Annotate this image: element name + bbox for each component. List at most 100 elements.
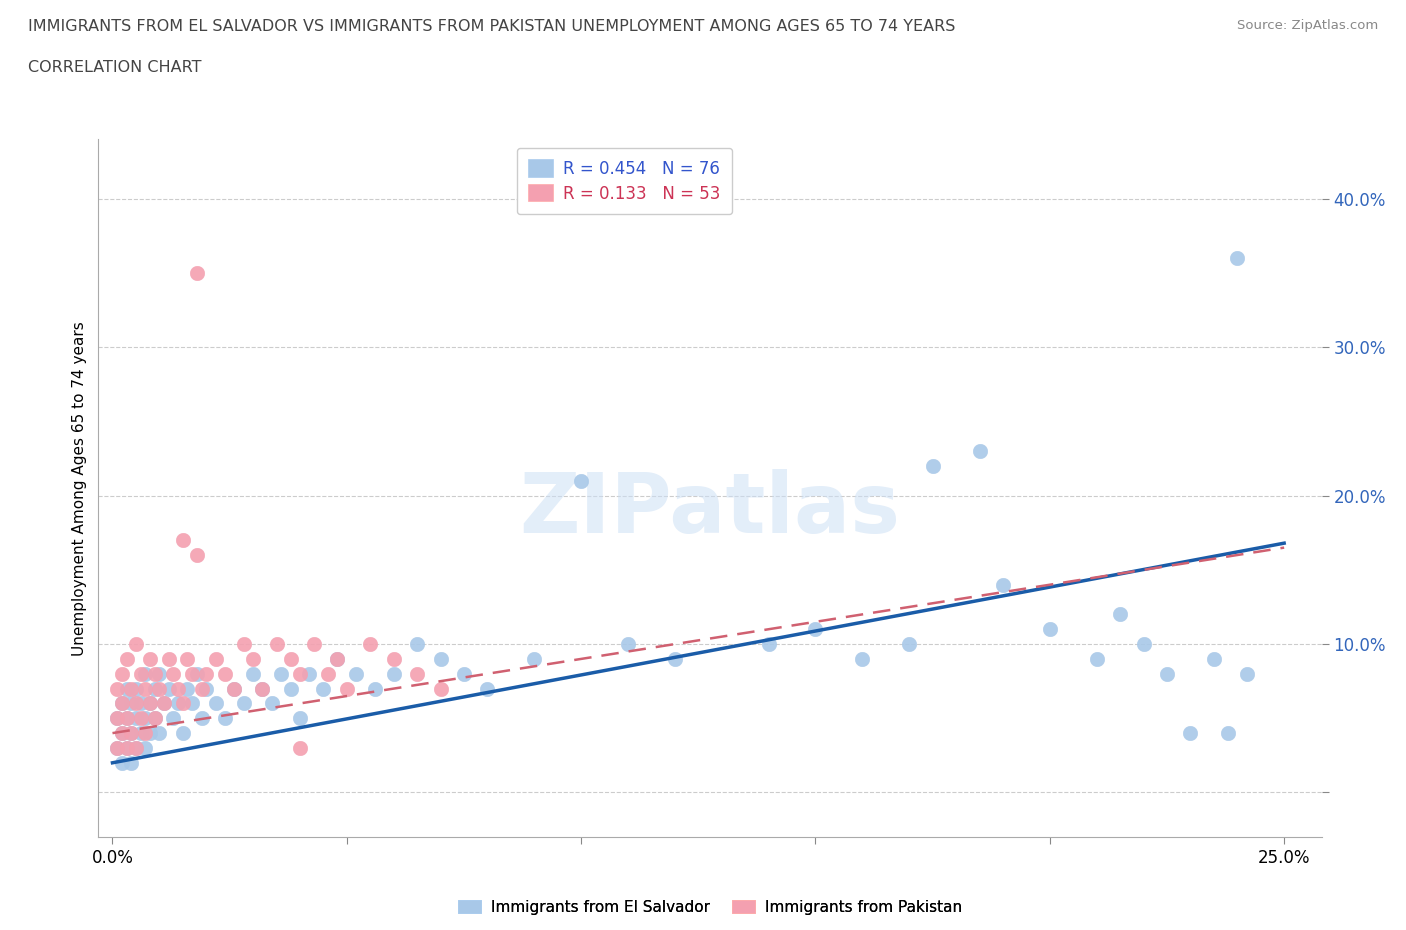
Point	[1180, 725, 1202, 740]
Point	[125, 711, 148, 725]
Point	[1236, 666, 1258, 681]
Point	[617, 637, 640, 652]
Point	[1202, 652, 1225, 667]
Point	[176, 681, 198, 696]
Point	[143, 666, 166, 681]
Point	[477, 681, 499, 696]
Point	[336, 681, 359, 696]
Point	[288, 740, 311, 755]
Point	[242, 652, 264, 667]
Point	[260, 696, 283, 711]
Point	[453, 666, 475, 681]
Point	[1039, 622, 1062, 637]
Point	[186, 266, 208, 281]
Point	[105, 740, 128, 755]
Point	[120, 725, 142, 740]
Point	[143, 711, 166, 725]
Point	[143, 711, 166, 725]
Point	[224, 681, 246, 696]
Point	[214, 666, 236, 681]
Point	[139, 696, 162, 711]
Point	[134, 725, 156, 740]
Point	[195, 681, 218, 696]
Point	[1216, 725, 1239, 740]
Point	[125, 637, 148, 652]
Y-axis label: Unemployment Among Ages 65 to 74 years: Unemployment Among Ages 65 to 74 years	[72, 321, 87, 656]
Point	[758, 637, 780, 652]
Point	[224, 681, 246, 696]
Point	[167, 696, 190, 711]
Point	[115, 740, 138, 755]
Point	[1132, 637, 1154, 652]
Point	[176, 652, 198, 667]
Point	[181, 666, 204, 681]
Point	[1109, 607, 1132, 622]
Point	[129, 666, 152, 681]
Point	[134, 666, 156, 681]
Point	[134, 740, 156, 755]
Point	[382, 652, 405, 667]
Point	[105, 711, 128, 725]
Point	[1085, 652, 1108, 667]
Point	[115, 711, 138, 725]
Point	[898, 637, 921, 652]
Point	[129, 696, 152, 711]
Point	[429, 652, 451, 667]
Point	[232, 696, 254, 711]
Point	[125, 681, 148, 696]
Point	[162, 711, 184, 725]
Point	[111, 725, 134, 740]
Point	[195, 666, 218, 681]
Text: Source: ZipAtlas.com: Source: ZipAtlas.com	[1237, 19, 1378, 32]
Point	[125, 740, 148, 755]
Point	[280, 652, 302, 667]
Point	[364, 681, 387, 696]
Text: CORRELATION CHART: CORRELATION CHART	[28, 60, 201, 75]
Point	[157, 652, 180, 667]
Point	[129, 711, 152, 725]
Point	[139, 652, 162, 667]
Point	[105, 681, 128, 696]
Point	[186, 548, 208, 563]
Point	[406, 666, 429, 681]
Point	[1156, 666, 1178, 681]
Point	[139, 725, 162, 740]
Point	[190, 681, 212, 696]
Point	[111, 696, 134, 711]
Point	[204, 652, 226, 667]
Point	[252, 681, 274, 696]
Point	[288, 666, 311, 681]
Point	[288, 711, 311, 725]
Point	[302, 637, 325, 652]
Point	[125, 696, 148, 711]
Point	[266, 637, 288, 652]
Point	[153, 696, 176, 711]
Point	[312, 681, 335, 696]
Point	[921, 458, 943, 473]
Point	[115, 740, 138, 755]
Point	[111, 666, 134, 681]
Point	[139, 696, 162, 711]
Point	[157, 681, 180, 696]
Text: ZIPatlas: ZIPatlas	[520, 469, 900, 550]
Point	[429, 681, 451, 696]
Point	[105, 711, 128, 725]
Point	[129, 725, 152, 740]
Point	[111, 725, 134, 740]
Point	[326, 652, 349, 667]
Point	[406, 637, 429, 652]
Text: IMMIGRANTS FROM EL SALVADOR VS IMMIGRANTS FROM PAKISTAN UNEMPLOYMENT AMONG AGES : IMMIGRANTS FROM EL SALVADOR VS IMMIGRANT…	[28, 19, 956, 33]
Point	[143, 681, 166, 696]
Point	[344, 666, 367, 681]
Point	[1226, 251, 1249, 266]
Point	[153, 696, 176, 711]
Point	[148, 666, 170, 681]
Point	[115, 711, 138, 725]
Point	[120, 755, 142, 770]
Point	[148, 725, 170, 740]
Point	[991, 578, 1014, 592]
Point	[148, 681, 170, 696]
Point	[162, 666, 184, 681]
Legend: Immigrants from El Salvador, Immigrants from Pakistan: Immigrants from El Salvador, Immigrants …	[453, 894, 967, 921]
Point	[172, 725, 194, 740]
